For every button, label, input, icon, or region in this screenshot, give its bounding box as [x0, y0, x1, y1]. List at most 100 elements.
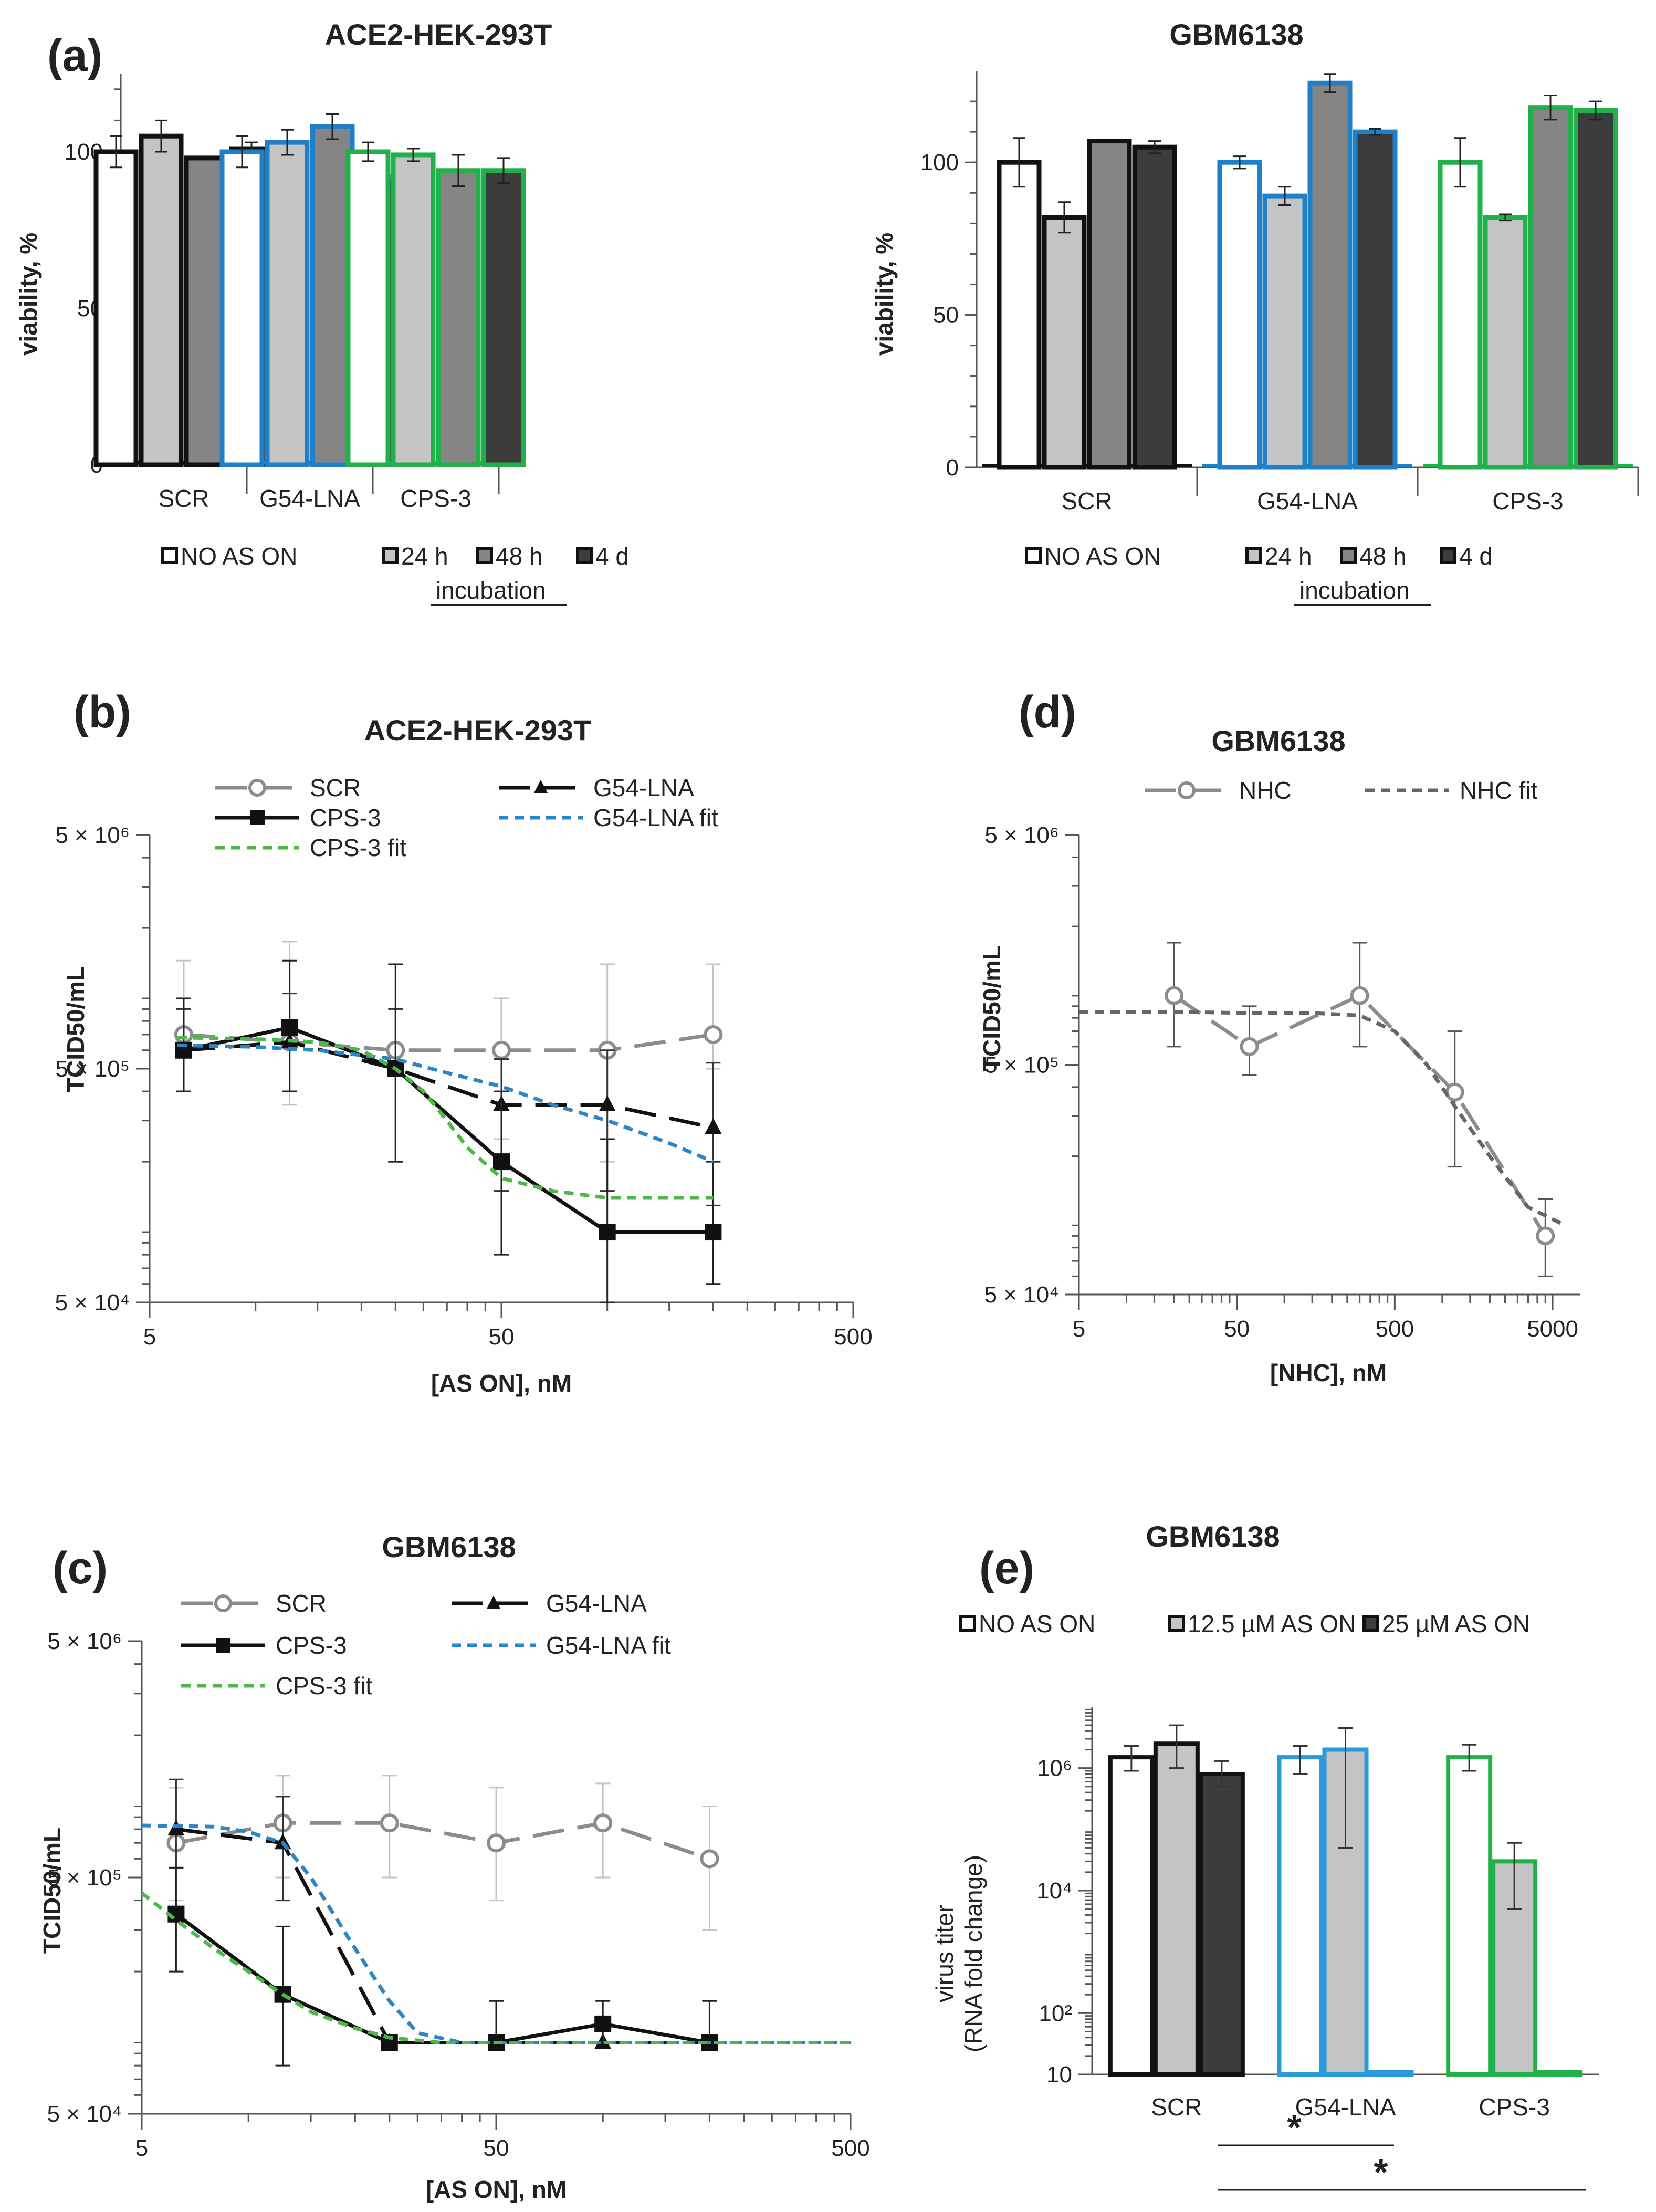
y-tick-label: 10⁴ — [1036, 1878, 1072, 1904]
y-axis-label: TCID50/mL — [38, 1828, 66, 1954]
bar — [481, 168, 526, 467]
x-category-label: G54-LNA — [1295, 2093, 1396, 2121]
legend-note: incubation — [436, 577, 546, 604]
y-tick-label: 0 — [946, 455, 959, 481]
bar — [1483, 215, 1528, 470]
panel-a-right: GBM6138 viability, % 0 50 100 SCR G54-LNA CPS… — [871, 18, 1639, 606]
chart-title: ACE2-HEK-293T — [364, 714, 592, 747]
legend-swatch — [1245, 547, 1262, 564]
legend-label: NHC fit — [1460, 777, 1537, 804]
legend-label: 48 h — [1359, 542, 1407, 570]
data-point — [380, 1813, 399, 1833]
y-axis-label-line1: virus titer — [931, 1905, 958, 2003]
data-point — [492, 1040, 511, 1060]
series-line — [175, 1912, 710, 2044]
legend-label: 24 h — [1265, 542, 1312, 570]
panel-label-e: (e) — [979, 1543, 1034, 1593]
legend: SCR G54-LNA CPS-3 G54-LNA fit CPS-3 fit — [181, 1590, 671, 1699]
legend-swatch — [1362, 1615, 1379, 1632]
data-point — [281, 1019, 298, 1036]
y-tick-label: 5 × 10⁵ — [55, 1056, 130, 1082]
legend-label: CPS-3 fit — [310, 834, 406, 861]
y-axis-label: TCID50/mL — [62, 966, 89, 1092]
x-category-label: SCR — [158, 485, 209, 512]
series-line — [183, 1040, 714, 1130]
bar — [391, 152, 436, 467]
x-axis-label: [AS ON], nM — [431, 1370, 572, 1397]
y-axis-label: viability, % — [871, 233, 898, 356]
bar — [1353, 129, 1398, 470]
bar — [1132, 144, 1177, 470]
bar — [265, 140, 310, 467]
panel-label-c: (c) — [53, 1543, 108, 1593]
legend: NO AS ON 24 h 48 h 4 d incubation — [1025, 542, 1493, 606]
legend-label: SCR — [310, 774, 361, 801]
series-line — [140, 1891, 851, 2044]
legend-label: NO AS ON — [979, 1610, 1095, 1637]
chart-plot-area: 0 50 100 SCR G54-LNA CPS-3 — [920, 71, 1639, 515]
chart-plot-area: 10 10² 10⁴ 10⁶ SCR G54-LNA CPS-3 * * — [1036, 1707, 1599, 2193]
legend-label: SCR — [276, 1590, 327, 1617]
legend-marker — [487, 1595, 500, 1609]
y-axis-label-line2: (RNA fold change) — [960, 1855, 987, 2052]
chart-plot-area: 5 × 10⁴ 5 × 10⁵ 5 × 10⁶ 5 50 500 — [55, 822, 873, 1350]
legend-label: G54-LNA fit — [593, 804, 718, 831]
x-tick-label: 5 — [135, 2135, 148, 2161]
significance-marker: * — [1287, 2107, 1302, 2148]
chart-title: GBM6138 — [1169, 18, 1303, 51]
legend-marker — [1178, 781, 1196, 799]
bar — [1108, 1755, 1155, 2077]
bar — [997, 160, 1042, 470]
x-category-label: CPS-3 — [1492, 487, 1563, 515]
legend-label: NO AS ON — [1044, 542, 1161, 570]
data-point — [1165, 986, 1184, 1005]
y-tick-label: 5 × 10⁵ — [984, 1052, 1059, 1078]
series-line — [177, 1043, 714, 1164]
data-point — [593, 1813, 613, 1833]
y-axis-label: viability, % — [15, 233, 42, 356]
x-axis-label: [NHC], nM — [1270, 1359, 1387, 1386]
legend-label: G54-LNA — [546, 1590, 647, 1617]
legend-label: NO AS ON — [181, 542, 297, 570]
x-tick-label: 50 — [1224, 1316, 1250, 1342]
series-line — [175, 1827, 710, 2044]
panel-d: (d) GBM6138 TCID50/mL [NHC], nM 5 × 10⁴5… — [978, 687, 1580, 1386]
significance-marker: * — [1374, 2152, 1388, 2193]
y-tick-label: 5 × 10⁶ — [47, 1629, 122, 1654]
x-tick-label: 5000 — [1527, 1316, 1578, 1342]
series-line — [177, 1036, 714, 1200]
chart-title: ACE2-HEK-293T — [325, 18, 552, 51]
legend-swatch — [576, 547, 593, 564]
x-category-label: SCR — [1151, 2093, 1202, 2121]
legend-label: 12.5 µM AS ON — [1188, 1610, 1356, 1637]
bar — [1307, 80, 1353, 470]
legend-swatch — [1025, 547, 1042, 564]
x-category-label: G54-LNA — [1257, 487, 1358, 515]
legend-label: CPS-3 — [310, 804, 381, 831]
data-point — [1445, 1082, 1464, 1102]
panel-a-left: (a) ACE2-HEK-293T viability, % 050100SCR… — [15, 18, 629, 606]
y-tick-label: 5 × 10⁶ — [55, 822, 130, 848]
series-line — [183, 1025, 714, 1234]
legend: SCR G54-LNA CPS-3 G54-LNA fit CPS-3 fit — [215, 774, 718, 861]
legend-swatch — [1440, 547, 1456, 564]
legend-note: incubation — [1299, 577, 1410, 604]
x-tick-label: 500 — [1376, 1316, 1414, 1342]
bar — [1217, 160, 1262, 470]
x-category-label: CPS-3 — [400, 485, 471, 512]
legend-swatch — [1168, 1615, 1185, 1632]
legend-swatch — [476, 547, 493, 564]
legend-swatch — [382, 547, 399, 564]
panel-label-a: (a) — [47, 30, 102, 81]
legend-swatch — [959, 1615, 976, 1632]
bar — [93, 149, 139, 467]
y-tick-label: 50 — [933, 302, 959, 328]
y-tick-label: 100 — [920, 150, 959, 175]
data-point — [1350, 986, 1369, 1005]
bar — [436, 168, 481, 467]
legend-label: 25 µM AS ON — [1382, 1610, 1530, 1637]
legend-marker — [214, 1594, 232, 1612]
data-point — [705, 1224, 722, 1241]
y-tick-label: 5 × 10⁵ — [47, 1865, 122, 1891]
